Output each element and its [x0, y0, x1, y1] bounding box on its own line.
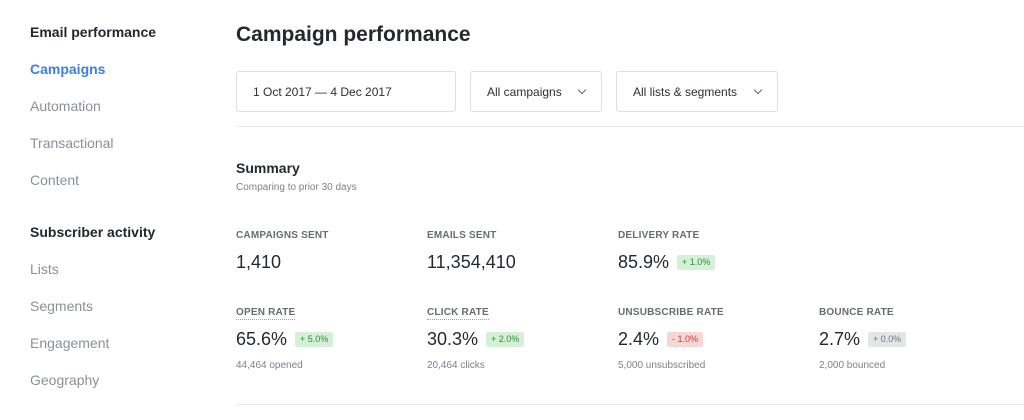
lists-segments-dropdown-value: All lists & segments [633, 84, 738, 99]
summary-title: Summary [236, 160, 300, 176]
sidebar-heading-subscriber-activity: Subscriber activity [30, 224, 156, 240]
metric-emails-sent: EMAILS SENT 11,354,410 [427, 225, 617, 275]
sidebar: Email performance Campaigns Automation T… [30, 22, 220, 390]
sidebar-section-email-performance: Email performance Campaigns Automation T… [30, 22, 220, 190]
date-range-picker[interactable]: 1 Oct 2017 — 4 Dec 2017 [236, 71, 456, 112]
sidebar-item-content[interactable]: Content [30, 172, 80, 188]
page-title: Campaign performance [236, 23, 471, 46]
chevron-down-icon [577, 85, 587, 95]
metric-subtext: 20,464 clicks [427, 360, 485, 371]
metric-label: EMAILS SENT [427, 230, 497, 241]
summary-subtitle: Comparing to prior 30 days [236, 182, 357, 193]
metric-value: 65.6% [236, 328, 288, 349]
metric-label: BOUNCE RATE [819, 307, 894, 318]
divider [236, 126, 1024, 127]
metric-label[interactable]: CLICK RATE [427, 307, 489, 320]
filter-bar: 1 Oct 2017 — 4 Dec 2017 All campaigns Al… [236, 71, 778, 112]
change-badge: + 0.0% [868, 331, 907, 347]
sidebar-item-engagement[interactable]: Engagement [30, 335, 110, 351]
metric-value: 1,410 [236, 251, 282, 272]
metric-subtext: 5,000 unsubscribed [618, 360, 706, 371]
sidebar-item-automation[interactable]: Automation [30, 98, 101, 114]
change-badge: + 5.0% [295, 331, 334, 347]
date-range-value: 1 Oct 2017 — 4 Dec 2017 [253, 84, 392, 99]
metric-value: 11,354,410 [427, 251, 516, 272]
lists-segments-dropdown[interactable]: All lists & segments [616, 71, 778, 112]
metric-value: 2.7% [819, 328, 861, 349]
metric-label: DELIVERY RATE [618, 230, 700, 241]
metric-label[interactable]: OPEN RATE [236, 307, 296, 320]
metric-label: CAMPAIGNS SENT [236, 230, 329, 241]
metric-open-rate: OPEN RATE 65.6% + 5.0% 44,464 opened [236, 302, 426, 371]
sidebar-section-subscriber-activity: Subscriber activity Lists Segments Engag… [30, 222, 220, 390]
sidebar-item-segments[interactable]: Segments [30, 298, 94, 314]
metric-click-rate: CLICK RATE 30.3% + 2.0% 20,464 clicks [427, 302, 617, 371]
sidebar-heading-email-performance: Email performance [30, 24, 157, 40]
metric-value: 2.4% [618, 328, 660, 349]
metric-campaigns-sent: CAMPAIGNS SENT 1,410 [236, 225, 426, 275]
metric-unsubscribe-rate: UNSUBSCRIBE RATE 2.4% - 1.0% 5,000 unsub… [618, 302, 808, 371]
metric-bounce-rate: BOUNCE RATE 2.7% + 0.0% 2,000 bounced [819, 302, 1009, 371]
metric-subtext: 44,464 opened [236, 360, 303, 371]
main-content: Campaign performance 1 Oct 2017 — 4 Dec … [236, 20, 1024, 405]
change-badge: + 1.0% [677, 254, 716, 270]
divider [236, 404, 1024, 405]
sidebar-item-transactional[interactable]: Transactional [30, 135, 114, 151]
sidebar-item-campaigns[interactable]: Campaigns [30, 61, 106, 77]
metric-subtext: 2,000 bounced [819, 360, 886, 371]
change-badge: - 1.0% [667, 331, 704, 347]
campaigns-dropdown[interactable]: All campaigns [470, 71, 602, 112]
sidebar-item-geography[interactable]: Geography [30, 372, 100, 388]
metric-delivery-rate: DELIVERY RATE 85.9% + 1.0% [618, 225, 808, 275]
campaigns-dropdown-value: All campaigns [487, 84, 562, 99]
change-badge: + 2.0% [486, 331, 525, 347]
metric-value: 85.9% [618, 251, 670, 272]
metric-value: 30.3% [427, 328, 479, 349]
metric-label: UNSUBSCRIBE RATE [618, 307, 724, 318]
sidebar-item-lists[interactable]: Lists [30, 261, 59, 277]
chevron-down-icon [753, 85, 763, 95]
